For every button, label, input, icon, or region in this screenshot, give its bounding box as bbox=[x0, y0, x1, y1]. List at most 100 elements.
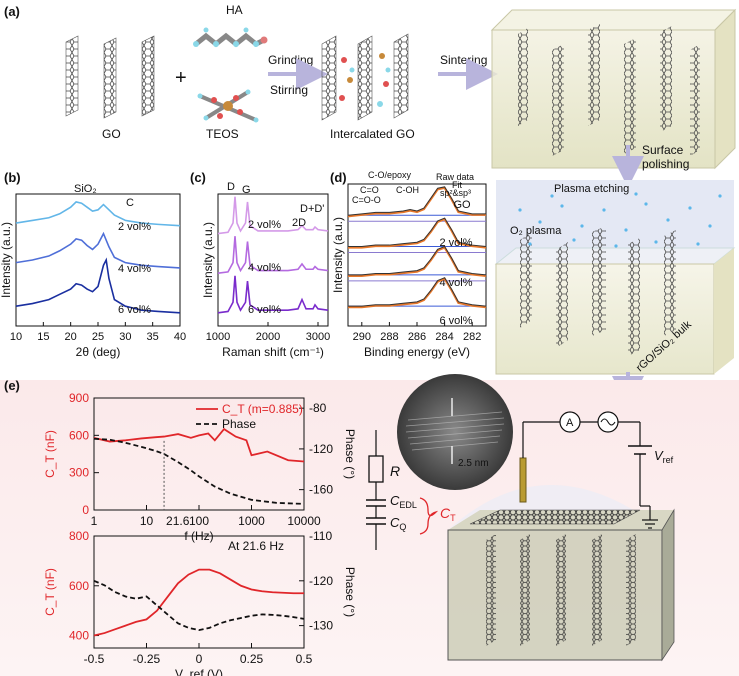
sintering-label: Sintering bbox=[440, 53, 487, 67]
legend-sp2-sp3: sp²&sp³ bbox=[440, 188, 471, 198]
x-tick-label: 40 bbox=[174, 331, 186, 343]
stirring-label: Stirring bbox=[270, 83, 308, 97]
x-tick-label: 35 bbox=[147, 331, 159, 343]
x-axis-label: V_ref (V) bbox=[175, 667, 223, 676]
vref-label: Vref bbox=[654, 448, 674, 465]
x-tick-label: 20 bbox=[65, 331, 77, 343]
legend-phase-label: Phase bbox=[222, 417, 256, 431]
series-label: 2 vol% bbox=[439, 237, 472, 249]
o2-plasma-label: O₂ plasma bbox=[510, 225, 562, 237]
intercalated-go-icon bbox=[321, 33, 409, 121]
raw-data-line bbox=[347, 186, 486, 216]
cq-label: CQ bbox=[390, 515, 406, 532]
panel-label-b: (b) bbox=[4, 170, 21, 185]
x-axis-label: 2θ (deg) bbox=[76, 345, 121, 359]
ammeter-label: A bbox=[566, 417, 574, 429]
y2-tick-label: -120 bbox=[309, 442, 333, 456]
x-tick-label: 25 bbox=[92, 331, 104, 343]
ct-label: CT bbox=[440, 505, 456, 523]
x-tick-label: 1000 bbox=[238, 514, 265, 528]
series-line-4vol bbox=[217, 236, 329, 274]
x-tick-label: -0.5 bbox=[84, 652, 105, 666]
series-label: 4 vol% bbox=[118, 263, 151, 275]
x-tick-label: 10000 bbox=[287, 514, 321, 528]
series-label: 2 vol% bbox=[118, 221, 151, 233]
electrochemical-cell-icon bbox=[447, 411, 675, 662]
panel-label-c: (c) bbox=[190, 170, 206, 185]
y-tick-label: 300 bbox=[69, 466, 89, 480]
series-line-6vol bbox=[217, 275, 329, 314]
chart-c: 1000 2000 3000 Raman shift (cm⁻¹) Intensity … bbox=[201, 181, 330, 359]
annotation-c-double-o: C=O bbox=[360, 185, 379, 195]
y-axis-label: C_T (nF) bbox=[43, 430, 57, 478]
series-label: 6 vol% bbox=[248, 304, 281, 316]
legend-fit: Fit bbox=[452, 180, 462, 190]
y2-tick-label: -160 bbox=[309, 483, 333, 497]
go-label: GO bbox=[102, 127, 121, 141]
x-tick-label: 30 bbox=[119, 331, 131, 343]
y-axis-label: Intensity (a.u.) bbox=[0, 222, 13, 298]
series-label: 4 vol% bbox=[248, 262, 281, 274]
annotation-frequency: At 21.6 Hz bbox=[228, 539, 284, 553]
y-axis-label: Intensity (a.u.) bbox=[201, 222, 215, 298]
annotation-c-o-o: C=O-O bbox=[352, 195, 381, 205]
chart-d: 290 288 286 284 282 Binding energy (eV) Intens… bbox=[331, 170, 487, 359]
teos-molecule-icon bbox=[197, 89, 259, 123]
x-axis-label: Raman shift (cm⁻¹) bbox=[222, 345, 324, 359]
y2-axis-label: Phase (°) bbox=[343, 429, 357, 479]
legend-ct-label: C_T (m=0.885) bbox=[222, 402, 303, 416]
series-line-ct bbox=[93, 427, 305, 463]
annotation-sio2: SiO₂ bbox=[74, 183, 97, 195]
x-tick-label: 282 bbox=[463, 331, 481, 343]
series-line-2vol bbox=[15, 201, 181, 227]
plasma-etching-label: Plasma etching bbox=[554, 183, 629, 195]
plus-icon: + bbox=[175, 67, 187, 89]
annotation-c-oh: C-OH bbox=[396, 185, 419, 195]
chart-b: 10 15 20 25 30 35 40 2θ (deg) Intensity (a.u.) 2 … bbox=[0, 183, 186, 359]
x-tick-label: 1 bbox=[91, 514, 98, 528]
ha-molecule-icon bbox=[193, 27, 268, 48]
go-sheets-icon bbox=[65, 35, 155, 119]
y2-axis-label: Phase (°) bbox=[343, 567, 357, 617]
annotation-c: C bbox=[126, 197, 134, 209]
panel-a: (a) GO + HA TEOS Grinding Stirr bbox=[4, 3, 737, 408]
y-tick-label: 600 bbox=[69, 428, 89, 442]
y-tick-label: 0 bbox=[82, 503, 89, 517]
series-line-phase bbox=[93, 437, 305, 505]
tem-scale-label: 2.5 nm bbox=[458, 458, 489, 469]
y2-tick-label: -80 bbox=[309, 401, 327, 415]
panel-label-d: (d) bbox=[330, 170, 347, 185]
series-label: 2 vol% bbox=[248, 219, 281, 231]
annotation-ddprime: D+D' bbox=[300, 203, 324, 215]
y2-tick-label: -120 bbox=[309, 574, 333, 588]
teos-label: TEOS bbox=[206, 127, 239, 141]
x-tick-label: 284 bbox=[435, 331, 453, 343]
marker-label: 21.6 bbox=[166, 514, 190, 528]
x-tick-label: 288 bbox=[380, 331, 398, 343]
series-label: GO bbox=[453, 199, 471, 211]
legend-raw-data: Raw data bbox=[436, 172, 474, 182]
series-label: 6 vol% bbox=[118, 304, 151, 316]
x-tick-label: 10 bbox=[140, 514, 154, 528]
y-tick-label: 600 bbox=[69, 579, 89, 593]
surface-polishing-label-2: polishing bbox=[642, 157, 689, 171]
series-line-ct bbox=[93, 568, 304, 637]
x-axis-label: Binding energy (eV) bbox=[364, 345, 470, 359]
ct-brace-icon bbox=[419, 497, 439, 535]
grinding-label: Grinding bbox=[268, 53, 313, 67]
surface-polishing-label-1: Surface bbox=[642, 143, 684, 157]
intercalated-go-label: Intercalated GO bbox=[330, 127, 415, 141]
x-tick-label: -0.25 bbox=[133, 652, 161, 666]
series-line-4vol bbox=[15, 231, 181, 269]
x-tick-label: 1000 bbox=[206, 331, 230, 343]
x-tick-label: 0.25 bbox=[240, 652, 264, 666]
panel-label-e: (e) bbox=[4, 378, 20, 393]
series-label: 6 vol% bbox=[439, 315, 472, 327]
y-axis-label: C_T (nF) bbox=[43, 568, 57, 616]
series-line-2vol bbox=[217, 196, 329, 235]
ha-label: HA bbox=[226, 3, 243, 17]
x-tick-label: 10 bbox=[10, 331, 22, 343]
chart-e-bottom: -0.5 -0.25 0 0.25 0.5 400 600 800 -110 -120 -130 V_… bbox=[43, 529, 357, 676]
